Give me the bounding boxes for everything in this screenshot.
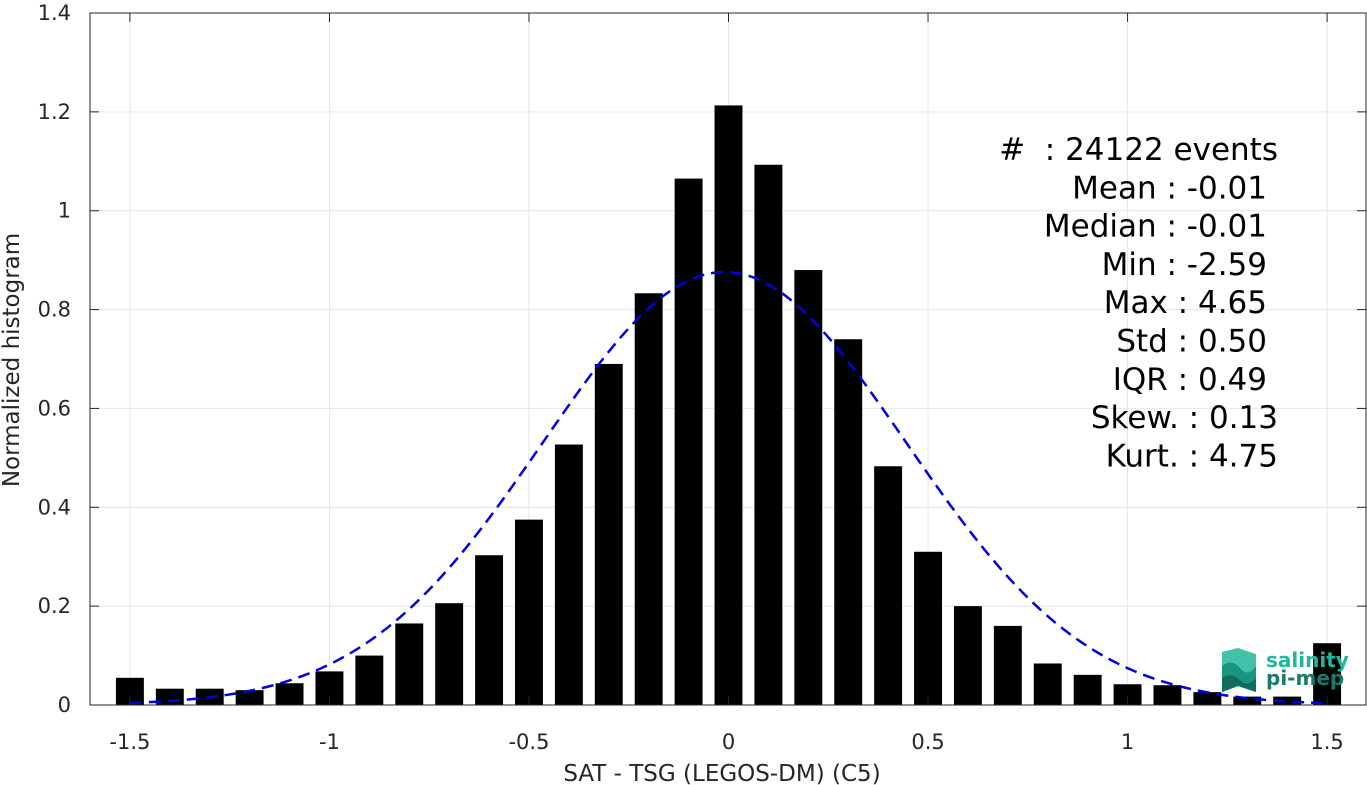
- logo-line1: salinity: [1266, 648, 1349, 672]
- histogram-bar: [275, 683, 304, 705]
- histogram-bar: [1153, 685, 1182, 705]
- x-axis-label: SAT - TSG (LEGOS-DM) (C5): [563, 761, 880, 785]
- axis-ticks: [90, 12, 1366, 706]
- histogram-bar: [874, 466, 903, 705]
- histogram-bar: [554, 444, 583, 705]
- histogram-bar: [953, 606, 982, 705]
- y-axis-label: Normalized histogram: [0, 233, 25, 487]
- histogram-bar: [594, 363, 623, 705]
- y-tick-label: 1.2: [38, 100, 71, 124]
- y-tick-label: 1.4: [38, 1, 71, 25]
- histogram-bar: [993, 625, 1022, 705]
- stats-line: # : 24122 events: [999, 132, 1278, 168]
- y-tick-label: 1: [58, 199, 71, 223]
- logo-line2: pi-mep: [1266, 666, 1344, 690]
- x-tick-label: -1.5: [109, 730, 150, 754]
- histogram-bar: [435, 603, 464, 705]
- histogram-bar: [475, 555, 504, 705]
- histogram-bar: [395, 623, 424, 705]
- histogram-bar: [674, 178, 703, 706]
- stats-line: Min : -2.59: [1102, 247, 1267, 283]
- histogram-bar: [1113, 684, 1142, 705]
- histogram-bar: [235, 690, 264, 705]
- histogram-bar: [1073, 674, 1102, 705]
- histogram-bar: [1313, 643, 1342, 705]
- y-tick-labels: 0 0.2 0.4 0.6 0.8 1 1.2 1.4: [38, 1, 71, 717]
- y-tick-label: 0.6: [38, 396, 71, 420]
- y-tick-label: 0.4: [38, 495, 71, 519]
- stats-line: Mean : -0.01: [1072, 170, 1267, 206]
- histogram-bar: [914, 551, 942, 705]
- stats-line: Std : 0.50: [1116, 324, 1267, 360]
- x-tick-labels: -1.5 -1 -0.5 0 0.5 1 1.5: [109, 730, 1343, 754]
- y-tick-label: 0.2: [38, 594, 71, 618]
- histogram-bar: [1193, 692, 1222, 705]
- x-tick-label: 1.5: [1310, 730, 1343, 754]
- x-tick-label: -1: [319, 730, 340, 754]
- histogram-bar: [834, 339, 863, 705]
- x-tick-label: 0: [722, 730, 735, 754]
- y-tick-label: 0.8: [38, 298, 71, 322]
- logo-icon: [1222, 648, 1256, 692]
- gaussian-fit-curve: [129, 270, 1328, 705]
- histogram-bar: [355, 655, 384, 705]
- x-tick-label: 1: [1121, 730, 1134, 754]
- salinity-pimep-logo: salinity pi-mep: [1222, 648, 1349, 692]
- x-tick-label: -0.5: [508, 730, 549, 754]
- stats-line: Skew. : 0.13: [1091, 400, 1278, 436]
- histogram-bar: [634, 293, 663, 705]
- stats-line: Max : 4.65: [1104, 285, 1267, 321]
- histogram-bar: [1033, 663, 1062, 705]
- histogram-bar: [515, 519, 543, 705]
- y-tick-label: 0: [58, 693, 71, 717]
- stats-line: Kurt. : 4.75: [1106, 438, 1278, 474]
- histogram-bar: [1273, 696, 1302, 705]
- stats-line: IQR : 0.49: [1113, 362, 1267, 398]
- stats-line: Median : -0.01: [1044, 209, 1267, 245]
- histogram-bar: [1233, 696, 1262, 705]
- histogram-bar: [794, 270, 823, 705]
- x-tick-label: 0.5: [911, 730, 944, 754]
- histogram-bar: [754, 164, 783, 705]
- histogram-bar: [714, 105, 743, 706]
